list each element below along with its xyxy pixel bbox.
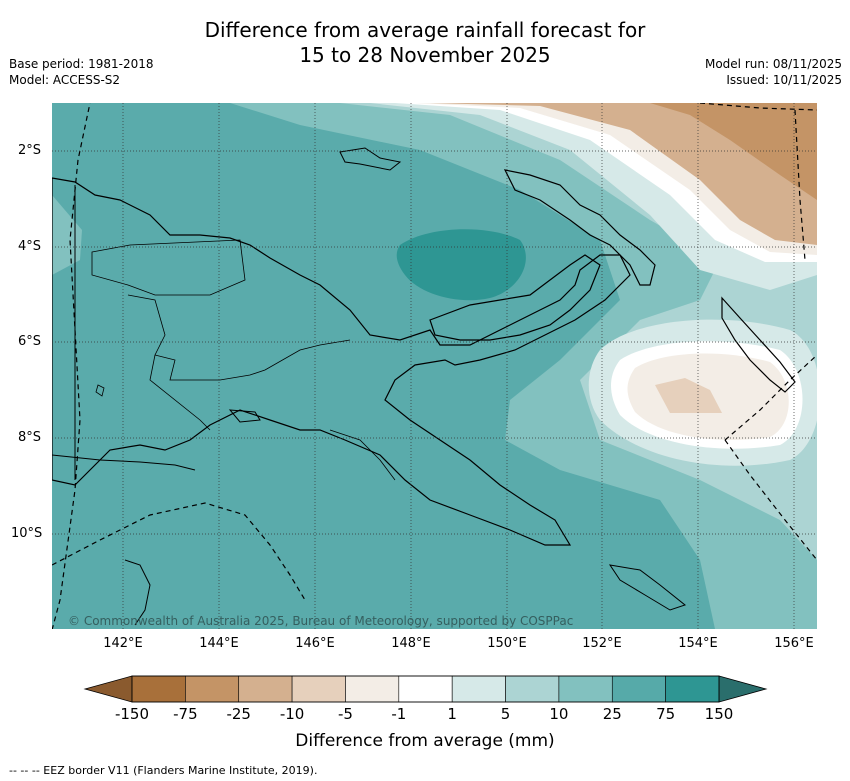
lon-label-144e: 144°E [199,636,239,651]
islet-west [95,384,105,397]
new-britain [429,254,601,341]
colorbar-low-arrow [83,675,133,703]
eez-footnote: -- -- -- EEZ border V11 (Flanders Marine… [9,764,318,777]
lat-label-8s: 8°S [18,430,42,445]
bougainville [721,296,796,393]
lake-murray [228,409,261,423]
colorbar-swatch [398,675,453,703]
eez-border-north [699,103,817,111]
colorbar-swatch [345,675,400,703]
map-gridlines [52,103,817,629]
colorbar [83,675,768,703]
run-issued-info: Model run: 08/11/2025 Issued: 10/11/2025 [705,56,842,88]
contour-minus10-north [430,103,817,245]
colorbar-title: Difference from average (mm) [295,731,555,751]
colorbar-tick-label: -1 [391,705,407,723]
eez-border-solomons [724,354,817,441]
colorbar-tick-label: 75 [656,705,676,723]
lon-label-152e: 152°E [582,636,622,651]
lat-label-2s: 2°S [18,143,42,158]
colorbar-tick-label: 25 [602,705,622,723]
issued-text: Issued: 10/11/2025 [726,73,842,87]
base-period-text: Base period: 1981-2018 [9,57,154,71]
title-line-2: 15 to 28 November 2025 [299,43,551,67]
model-run-text: Model run: 08/11/2025 [704,57,842,71]
colorbar-tick-label: -25 [226,705,251,723]
colorbar-swatch [505,675,560,703]
lon-label-154e: 154°E [678,636,718,651]
louisiade-islands [608,564,687,611]
colorbar-swatch [665,675,720,703]
colorbar-tick-label: -10 [279,705,305,723]
chart-title: Difference from average rainfall forecas… [0,18,850,68]
manus-island [339,147,402,171]
colorbar-frame [131,675,720,703]
colorbar-tick-label: 150 [704,705,734,723]
eez-border-northeast [794,109,806,261]
model-text: Model: ACCESS-S2 [9,73,121,87]
copyright-text: © Commonwealth of Australia 2025, Bureau… [68,614,574,628]
colorbar-swatch [185,675,240,703]
contour-minus25-north [650,103,817,200]
colorbar-swatch [558,675,613,703]
colorbar-tick-label: -5 [337,705,353,723]
colorbar-high-arrow [718,675,768,703]
colorbar-swatch [238,675,293,703]
lon-label-150e: 150°E [487,636,527,651]
border-highlands [127,294,351,381]
lon-label-156e: 156°E [774,636,814,651]
lat-label-6s: 6°S [18,334,42,349]
lon-label-142e: 142°E [103,636,143,651]
border-central [329,429,396,481]
colorbar-tick-label: -75 [173,705,198,723]
eez-border-west [52,103,91,629]
colorbar-tick-label: 10 [549,705,569,723]
map-contours [52,103,817,629]
eez-border-south [52,502,306,601]
colorbar-swatch [451,675,506,703]
contour-minus5-east [655,378,722,413]
southern-coast-strait [52,454,196,471]
lat-label-4s: 4°S [18,239,42,254]
colorbar-swatch [131,675,186,703]
border-western [149,354,211,431]
lon-label-148e: 148°E [391,636,431,651]
new-guinea-coastline [52,177,631,546]
colorbar-tick-label: 5 [500,705,511,723]
colorbar-swatch [611,675,666,703]
new-ireland [503,169,656,286]
lon-label-146e: 146°E [295,636,335,651]
base-model-info: Base period: 1981-2018 Model: ACCESS-S2 [9,56,154,88]
eez-border-southeast [724,439,817,561]
colorbar-swatch [291,675,346,703]
colorbar-tick-label: 1 [447,705,457,723]
cape-york-coast [124,559,151,626]
lat-label-10s: 10°S [11,526,43,541]
title-line-1: Difference from average rainfall forecas… [204,18,646,42]
colorbar-tick-label: -150 [114,705,150,723]
border-sandaun [91,239,246,296]
